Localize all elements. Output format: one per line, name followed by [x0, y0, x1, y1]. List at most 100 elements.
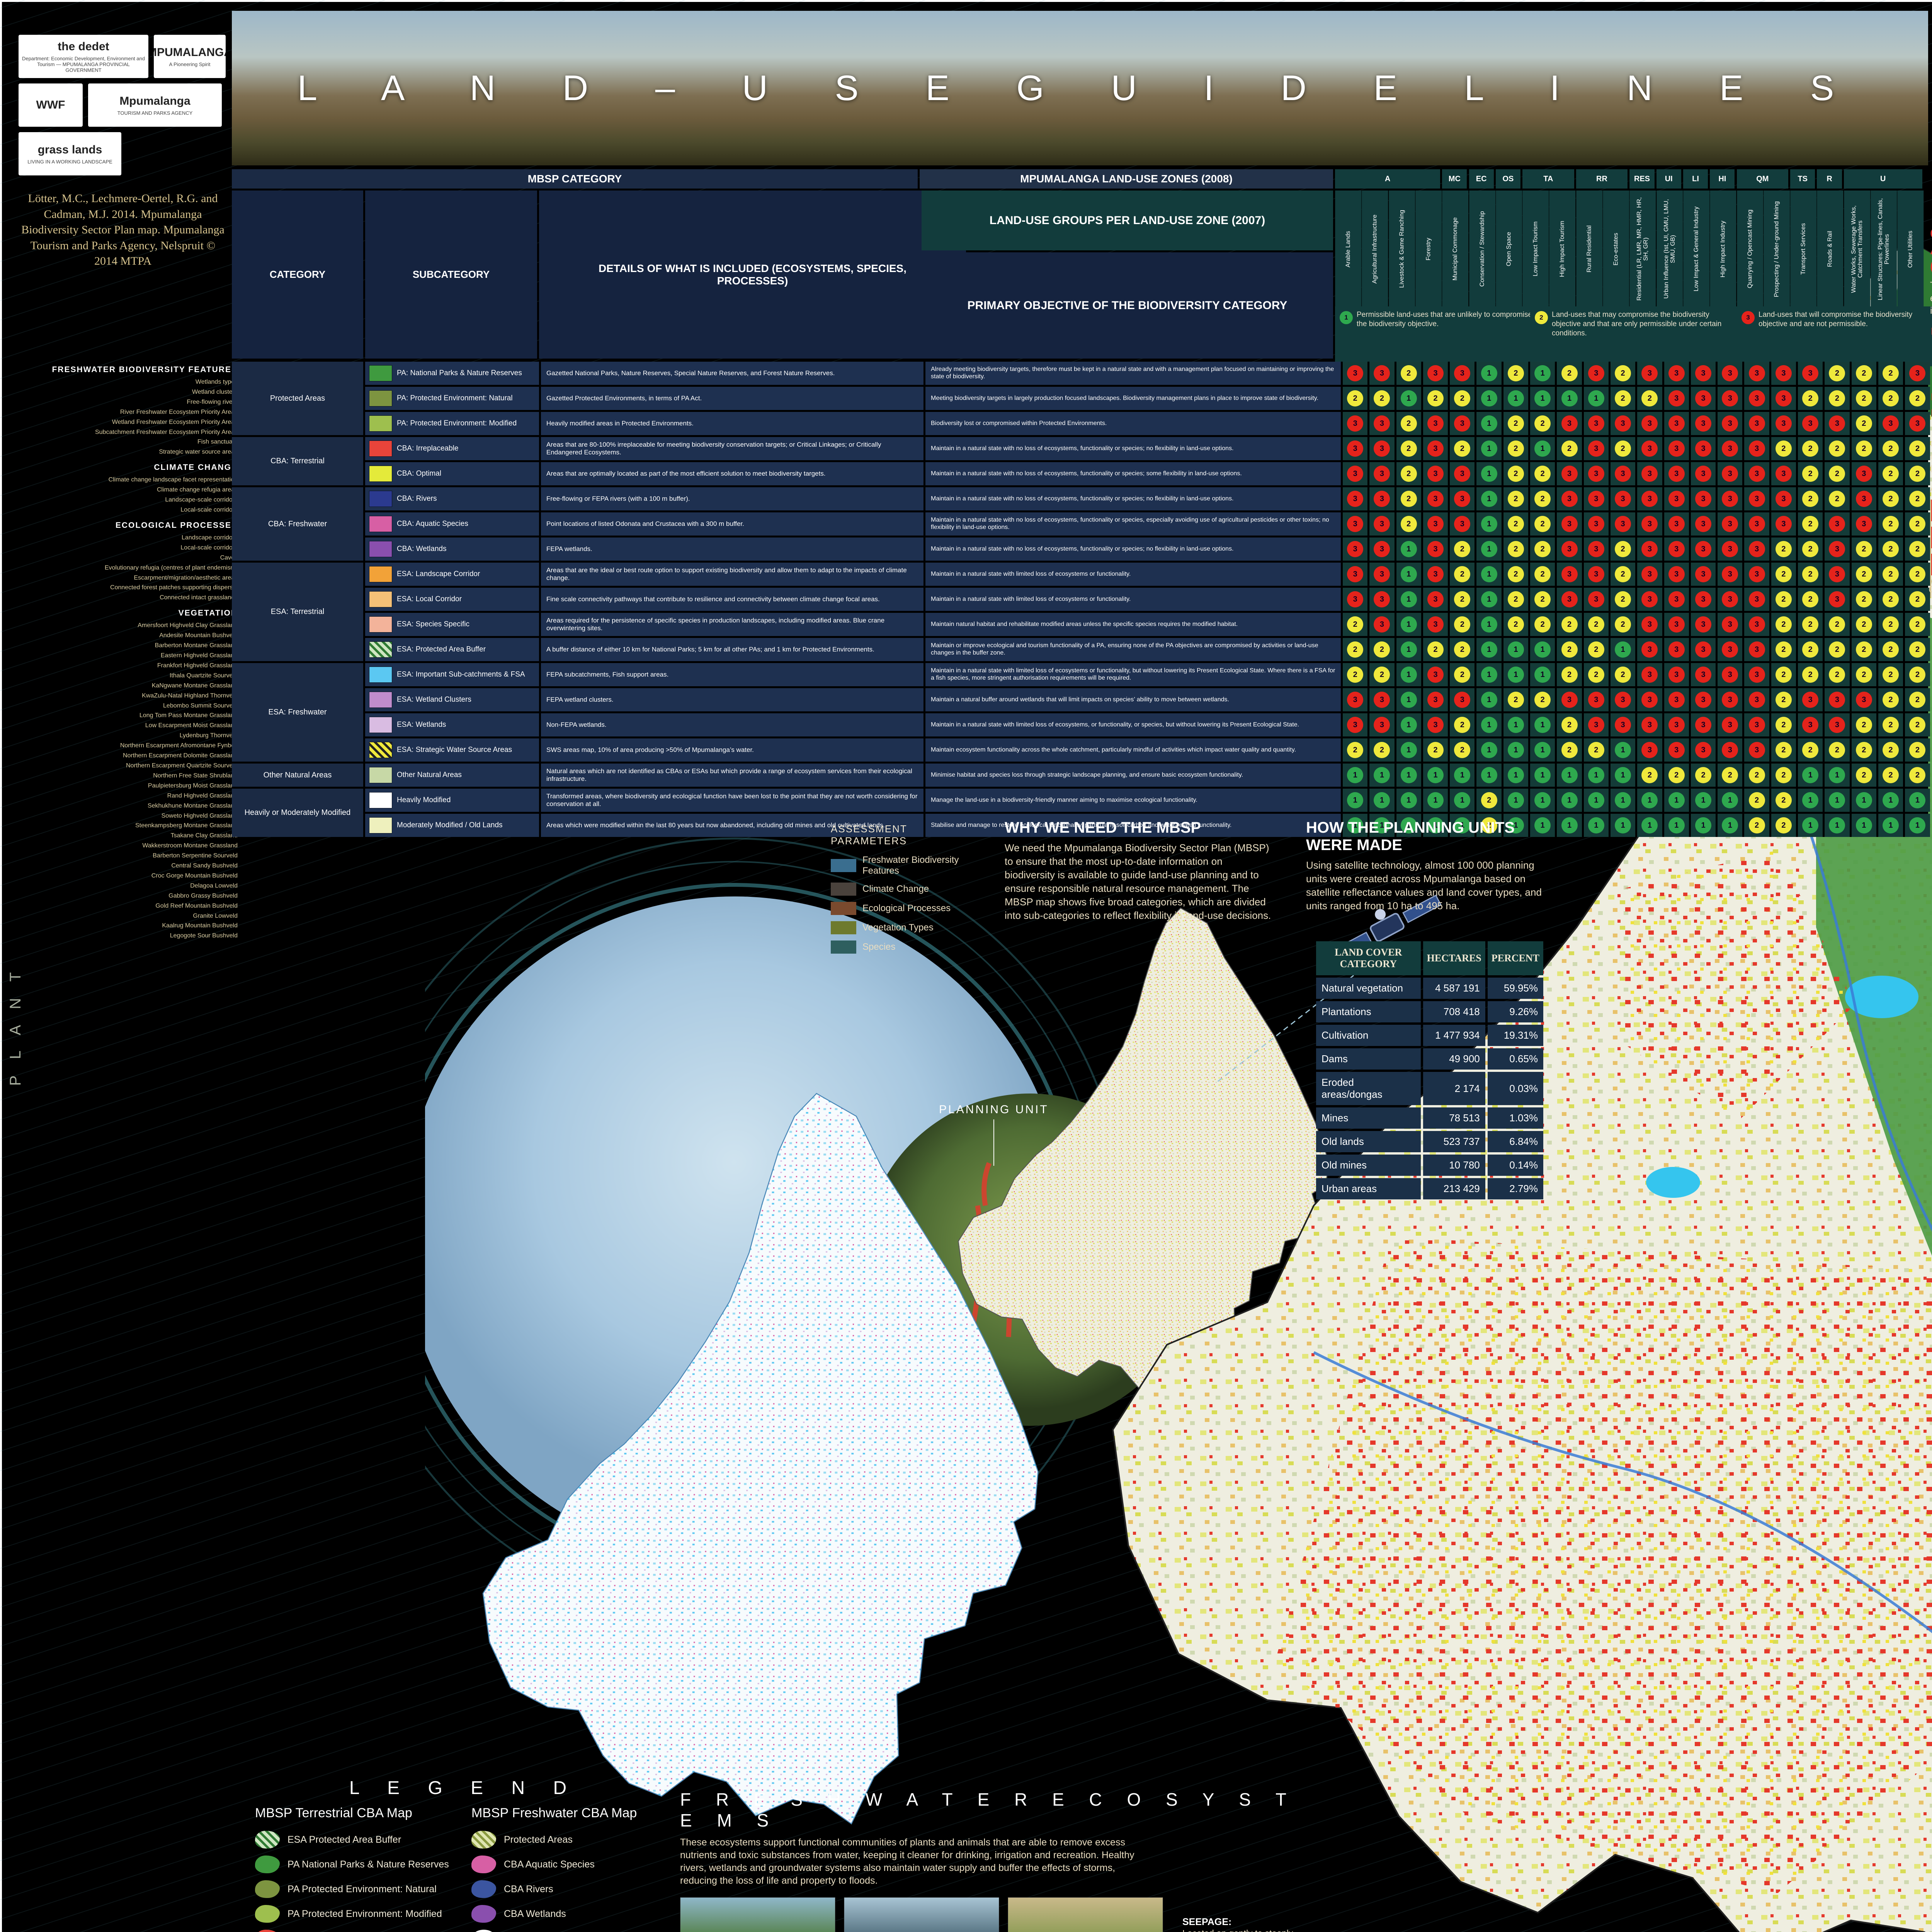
score-cell: 3 [1610, 512, 1636, 536]
score-dot: 2 [1775, 541, 1792, 557]
score-dot: 2 [1855, 415, 1872, 432]
score-cell: 2 [1798, 512, 1823, 536]
score-dot: 3 [1427, 541, 1444, 557]
score-cell: 3 [1825, 713, 1850, 736]
score-cell: 3 [1610, 412, 1636, 435]
score-cell: 2 [1744, 764, 1769, 787]
score-cell: 2 [1557, 738, 1582, 762]
score-cell: 2 [1450, 613, 1475, 636]
score-dot: 2 [1534, 415, 1551, 432]
score-dot: 1 [1507, 767, 1524, 783]
plants-arc-label: P L A N T [7, 966, 24, 1086]
score-cell: 3 [1557, 588, 1582, 611]
score-cell: 1 [1476, 563, 1502, 586]
score-cell: 3 [1905, 362, 1930, 385]
score-dot: 1 [1481, 491, 1497, 507]
score-cell: 3 [1718, 663, 1743, 686]
score-cell: 2 [1771, 789, 1796, 812]
score-dot: 3 [1641, 692, 1658, 708]
score-cell: 1 [1610, 764, 1636, 787]
score-cell: 2 [1503, 537, 1529, 561]
score-dot: 3 [1374, 717, 1390, 733]
left-list-item: Rand Highveld Grassland [167, 792, 238, 799]
score-cell: 2 [1343, 387, 1368, 410]
score-dot: 2 [1347, 390, 1364, 406]
score-dot: 3 [1748, 717, 1765, 733]
score-dot: 3 [1722, 566, 1738, 582]
details-cell: FEPA wetlands. [541, 537, 923, 561]
score-cell: 2 [1851, 663, 1876, 686]
score-cell: 3 [1851, 462, 1876, 485]
score-dot: 1 [1855, 792, 1872, 808]
score-dot: 1 [1668, 817, 1685, 833]
landuse-group-code: LI [1683, 169, 1708, 189]
score-dot: 3 [1561, 591, 1578, 607]
left-list-item: Granite Lowveld [193, 912, 238, 919]
score-dot: 2 [1507, 616, 1524, 633]
score-cell: 3 [1583, 537, 1609, 561]
score-cell: 2 [1851, 638, 1876, 661]
guidelines-table-header: MBSP CATEGORY MPUMALANGA LAND-USE ZONES (… [232, 169, 1932, 366]
score-dot: 3 [1722, 616, 1738, 633]
details-cell: Heavily modified areas in Protected Envi… [541, 412, 923, 435]
score-cell: 2 [1825, 738, 1850, 762]
score-cell: 3 [1423, 362, 1448, 385]
score-dot: 1 [1507, 641, 1524, 658]
score-dot: 3 [1561, 516, 1578, 532]
score-dot: 2 [1615, 667, 1631, 683]
score-dot: 2 [1802, 591, 1819, 607]
score-dot: 2 [1883, 541, 1899, 557]
logo-panel: the dedet Department: Economic Developmen… [19, 35, 227, 269]
score-dot: 1 [1400, 390, 1417, 406]
score-dot: 2 [1855, 767, 1872, 783]
score-cell: 2 [1905, 663, 1930, 686]
score-dot: 3 [1829, 591, 1845, 607]
score-dot: 1 [1481, 692, 1497, 708]
score-cell: 3 [1690, 462, 1716, 485]
subcategory-cell: PA: Protected Environment: Modified [365, 412, 539, 435]
score-cell: 2 [1878, 437, 1903, 460]
score-dot: 2 [1588, 616, 1604, 633]
score-dot: 1 [1481, 440, 1497, 457]
score-cell: 1 [1718, 789, 1743, 812]
land-cover-row: Old lands 523 737 6.84% [1316, 1131, 1543, 1152]
score-dot: 3 [1748, 440, 1765, 457]
score-cell: 3 [1690, 613, 1716, 636]
score-cell: 3 [1637, 512, 1662, 536]
score-dot: 3 [1722, 466, 1738, 482]
land-cover-row: Cultivation 1 477 934 19.31% [1316, 1025, 1543, 1046]
landuse-group-code: MC [1442, 169, 1467, 189]
score-cell: 2 [1771, 738, 1796, 762]
score-dot: 1 [1400, 692, 1417, 708]
score-dot: 3 [1668, 440, 1685, 457]
left-list-item: Escarpment/migration/aesthetic areas [134, 574, 238, 581]
score-dot: 2 [1534, 541, 1551, 557]
municipality-bar-chart-cba: Gert Sibande 26.6%Ehlanzeni 9.2%Nkangala… [1929, 500, 1932, 598]
score-cell: 3 [1664, 412, 1689, 435]
score-dot: 2 [1855, 742, 1872, 758]
score-dot: 3 [1802, 365, 1819, 381]
score-cell: 2 [1771, 663, 1796, 686]
score-dot: 3 [1695, 717, 1711, 733]
score-dot: 1 [1829, 817, 1845, 833]
score-cell: 2 [1396, 412, 1421, 435]
score-dot: 2 [1561, 440, 1578, 457]
score-cell: 2 [1905, 437, 1930, 460]
score-cell: 2 [1851, 563, 1876, 586]
objective-cell: Maintain in a natural state with no loss… [925, 537, 1341, 561]
details-cell: Non-FEPA wetlands. [541, 713, 923, 736]
legend-item: CBA Aquatic Species [471, 1855, 672, 1873]
landuse-group-code: RES [1629, 169, 1655, 189]
score-dot: 1 [1400, 566, 1417, 582]
swatch-other-natural-areas [369, 767, 392, 783]
objective-cell: Maintain natural habitat and rehabilitat… [925, 613, 1341, 636]
score-cell: 2 [1503, 462, 1529, 485]
score-dot: 3 [1427, 415, 1444, 432]
score-cell: 3 [1637, 688, 1662, 711]
score-cell: 1 [1878, 814, 1903, 837]
score-dot: 2 [1507, 365, 1524, 381]
score-dot: 3 [1855, 692, 1872, 708]
score-dot: 2 [1615, 591, 1631, 607]
left-list-item: Climate change refugia areas [156, 486, 238, 493]
score-dot: 3 [1641, 566, 1658, 582]
